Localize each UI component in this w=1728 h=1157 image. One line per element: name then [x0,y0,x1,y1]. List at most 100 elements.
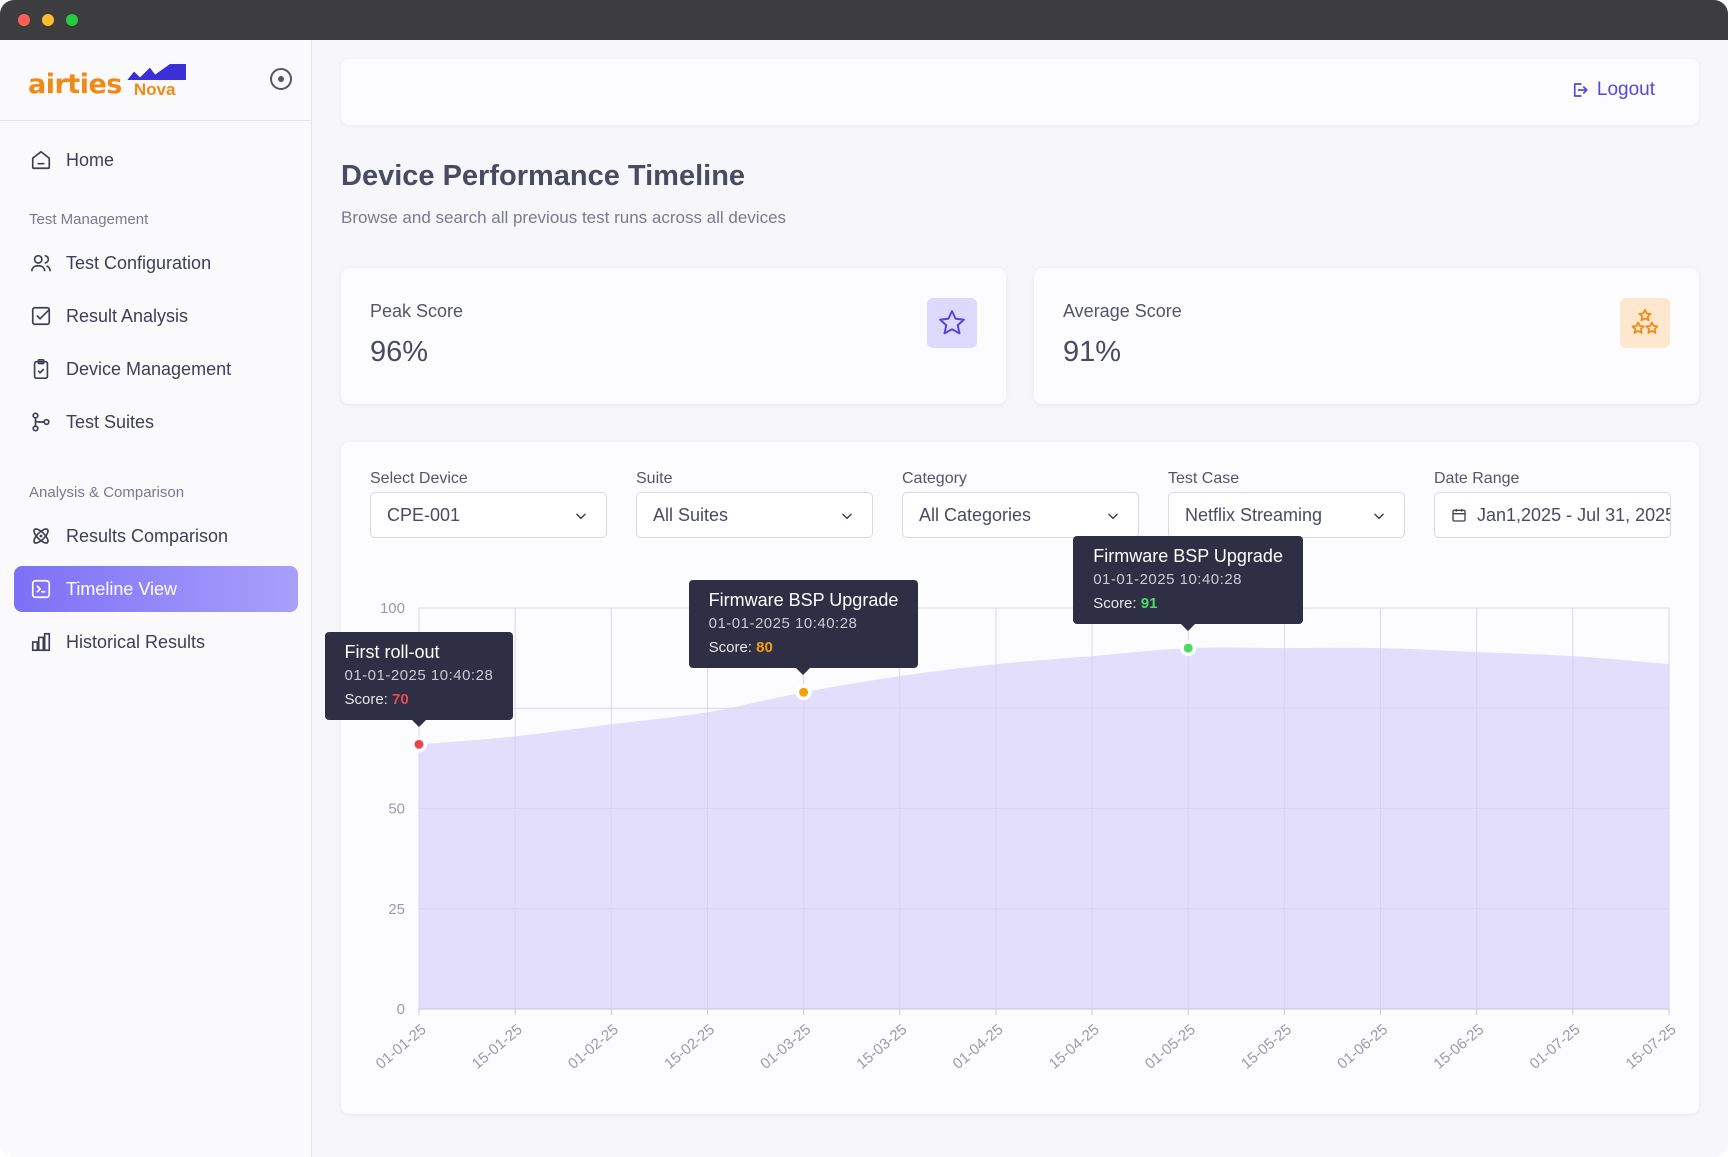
series-area [419,647,1669,1009]
annotation-score-value: 70 [392,691,409,709]
sidebar-item-label: Test Configuration [66,252,212,273]
annotation-score: Score: 70 [345,688,494,712]
sidebar-item-test-configuration[interactable]: Test Configuration [14,240,298,286]
sidebar-item-result-analysis[interactable]: Result Analysis [14,293,298,339]
sidebar: airties Nova Home Test Management Test C… [0,40,312,1157]
date-range-picker[interactable]: Jan1,2025 - Jul 31, 2025 [1434,492,1671,538]
stars-icon [1631,309,1659,334]
sidebar-item-label: Result Analysis [66,305,189,326]
device-filter: Select Device CPE-001 [370,470,607,538]
test-case-filter-label: Test Case [1168,470,1240,487]
category-select[interactable]: All Categories [902,492,1139,538]
maximize-window-button[interactable] [66,14,78,26]
test-case-select[interactable]: Netflix Streaming [1168,492,1405,538]
logo-nova: Nova [124,62,192,98]
logo-sub: Nova [133,80,176,99]
sidebar-item-label: Timeline View [66,578,178,599]
x-tick-label: 15-02-25 [661,1021,718,1073]
device-select-value: CPE-001 [387,504,461,525]
sidebar-item-timeline-view[interactable]: Timeline View [14,566,298,612]
peak-score-label: Peak Score [370,301,464,321]
timeline-panel: Select Device CPE-001 Suite All Suites C… [324,442,1699,1114]
atom-icon [33,528,49,544]
window-titlebar [0,0,1728,40]
sidebar-item-results-comparison[interactable]: Results Comparison [14,513,298,559]
minimize-window-button[interactable] [42,14,54,26]
x-tick-label: 15-01-25 [469,1021,526,1073]
data-point [1183,643,1193,653]
y-tick-label: 50 [388,801,405,818]
x-tick-label: 15-03-25 [853,1021,910,1073]
date-range-value: Jan1,2025 - Jul 31, 2025 [1477,504,1671,525]
device-filter-label: Select Device [370,470,468,487]
timeline-chart: 025507510001-01-2515-01-2501-02-2515-02-… [373,600,1680,1073]
sidebar-item-home[interactable]: Home [14,137,298,183]
close-window-button[interactable] [18,14,30,26]
annotation-score-label: Score: [1093,595,1141,613]
x-tick-label: 01-03-25 [757,1021,814,1073]
sidebar-item-historical-results[interactable]: Historical Results [14,619,298,665]
sidebar-item-device-management[interactable]: Device Management [14,346,298,392]
x-tick-label: 01-04-25 [950,1021,1007,1073]
x-tick-label: 15-05-25 [1238,1021,1295,1073]
test-case-select-value: Netflix Streaming [1185,504,1323,525]
average-score-value: 91% [1063,336,1122,368]
annotation-date: 01-01-2025 10:40:28 [708,615,858,633]
annotation-score-value: 80 [756,639,773,657]
chevron-down-icon [1374,513,1384,520]
data-point [799,687,809,697]
terminal-icon [31,579,51,599]
logo-waves-icon [125,64,186,81]
x-tick-label: 15-07-25 [1623,1021,1680,1073]
annotation-score-value: 91 [1140,595,1158,613]
logout-button[interactable]: Logout [1571,79,1655,101]
clipboard-icon [33,359,49,379]
x-tick-label: 01-06-25 [1334,1021,1391,1073]
annotation-score-label: Score: [708,639,757,657]
star-icon [939,310,965,335]
calendar-icon [1452,509,1466,522]
annotation-tooltip: Firmware BSP Upgrade 01-01-2025 10:40:28 S… [688,580,919,676]
category-select-value: All Categories [919,504,1032,525]
date-range-filter-label: Date Range [1434,470,1520,487]
annotation-score: Score: 91 [1093,592,1283,616]
page-subtitle: Browse and search all previous test runs… [341,208,787,227]
annotation-date: 01-01-2025 10:40:28 [344,667,494,685]
x-tick-label: 15-06-25 [1430,1021,1487,1073]
sidebar-item-label: Device Management [66,358,232,379]
x-tick-label: 15-04-25 [1046,1021,1103,1073]
sidebar-item-label: Historical Results [66,631,206,652]
annotation-title: Firmware BSP Upgrade [1093,546,1283,567]
users-icon [31,254,51,272]
suite-filter-label: Suite [636,470,673,487]
peak-score-badge [927,298,977,348]
sidebar-item-label: Results Comparison [66,525,229,546]
home-icon [31,150,51,170]
logout-label: Logout [1596,79,1655,100]
date-range-filter: Date Range Jan1,2025 - Jul 31, 2025 [1434,470,1671,538]
section-analysis-comparison: Analysis & Comparison [29,484,185,501]
suite-select-value: All Suites [653,504,729,525]
y-tick-label: 0 [397,1001,405,1018]
y-tick-label: 25 [388,901,405,918]
x-tick-label: 01-02-25 [565,1021,622,1073]
annotation-date: 01-01-2025 10:40:28 [1093,571,1243,589]
suite-select[interactable]: All Suites [636,492,873,538]
collapse-sidebar-button[interactable] [270,68,292,90]
brand-logo[interactable]: airties Nova [28,62,192,98]
section-test-management: Test Management [29,211,149,228]
page-title: Device Performance Timeline [341,160,746,192]
logout-icon [1573,83,1588,97]
annotation-tooltip: First roll-out 01-01-2025 10:40:28 Score: … [324,632,514,728]
git-branch-icon [32,412,50,432]
average-score-badge [1620,298,1670,348]
sidebar-item-label: Home [66,149,115,170]
x-tick-label: 01-01-25 [373,1021,430,1073]
sidebar-item-label: Test Suites [66,411,155,432]
peak-score-value: 96% [370,336,429,368]
test-case-filter: Test Case Netflix Streaming [1168,470,1405,538]
sidebar-item-test-suites[interactable]: Test Suites [14,399,298,445]
data-point [414,739,424,749]
device-select[interactable]: CPE-001 [370,492,607,538]
